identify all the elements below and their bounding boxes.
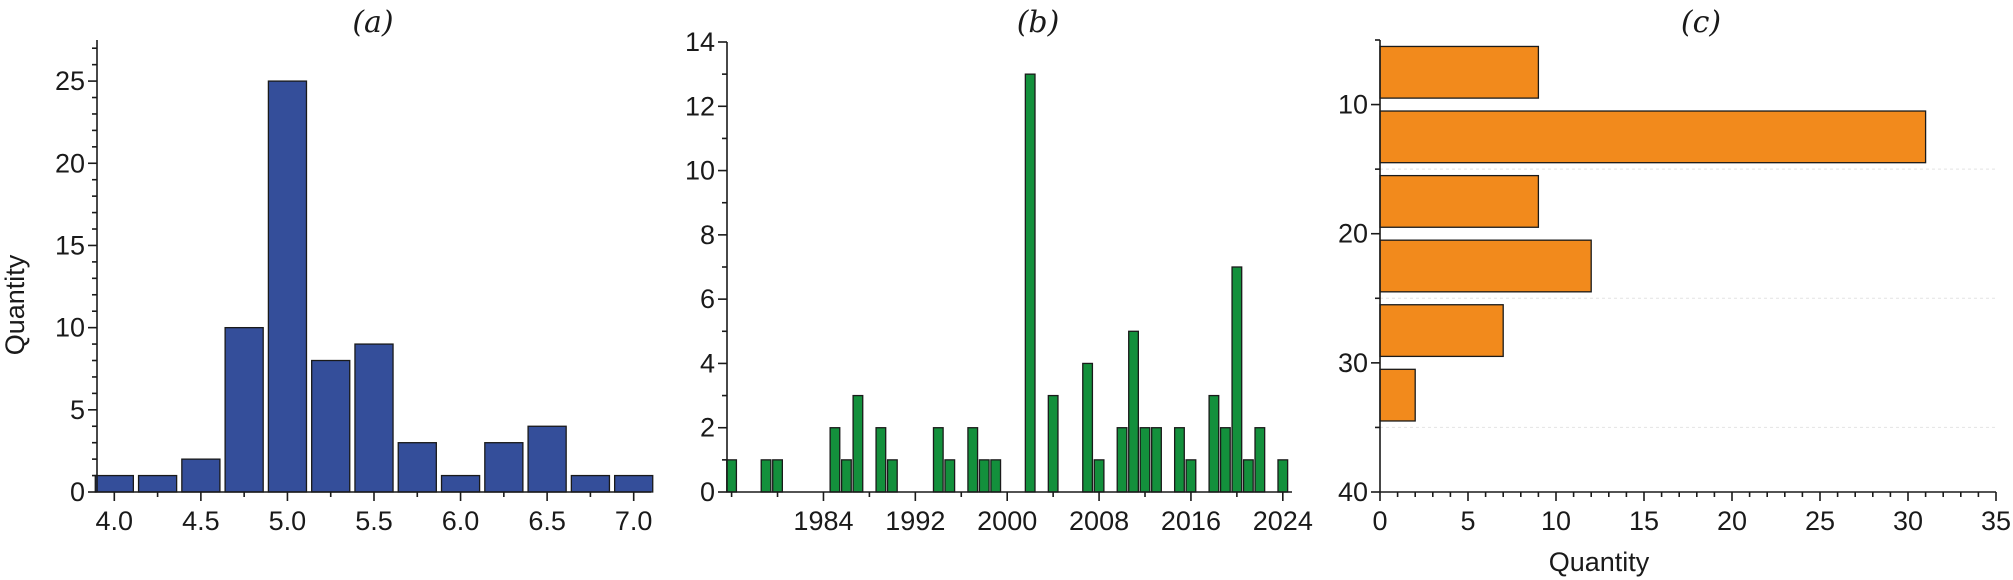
- bar-c-1: [1379, 110, 1927, 164]
- panel-c-x-tick-label: 10: [1541, 506, 1571, 536]
- panel-a-x-tick-label: 4.5: [182, 506, 220, 536]
- panel-b-title: (b): [1017, 5, 1060, 40]
- panel-a-y-tick-label: 25: [55, 66, 85, 96]
- panel-b-x-tick-label: 1992: [885, 506, 945, 536]
- bar-b-19: [1139, 427, 1151, 493]
- bar-a-4: [267, 80, 308, 493]
- panel-c-y-tick-label: 30: [1338, 348, 1368, 378]
- panel-c-x-tick-label: 5: [1460, 506, 1475, 536]
- bar-b-26: [1242, 459, 1254, 493]
- panel-a-x-tick-label: 6.0: [442, 506, 480, 536]
- panel-b-y-tick-label: 6: [700, 284, 715, 314]
- bar-b-1: [760, 459, 772, 493]
- bar-b-3: [829, 427, 841, 493]
- panel-a-x-tick-label: 7.0: [615, 506, 653, 536]
- bar-b-2: [772, 459, 784, 493]
- panel-c-x-tick-label: 15: [1629, 506, 1659, 536]
- panel-c-y-tick-label: 40: [1338, 477, 1368, 507]
- bar-c-4: [1379, 304, 1504, 358]
- panel-c-y-tick-label: 10: [1338, 90, 1368, 120]
- panel-b-histogram: (b) 0 2 4 6 8 10 12 14 1984 1992 2000 2008 2016 2024: [685, 5, 1313, 536]
- panel-b-x-tick-label: 2016: [1161, 506, 1221, 536]
- panel-a-y-tick-label: 5: [70, 395, 85, 425]
- bar-a-11: [570, 474, 611, 493]
- bar-a-6: [354, 343, 394, 493]
- bar-b-21: [1173, 427, 1185, 493]
- panel-c-histogram: (c) Quantity 10 20 30 400 5 10 15 20 25 30 35: [1338, 5, 2011, 577]
- bar-a-12: [613, 474, 654, 493]
- bar-c-0: [1379, 45, 1540, 99]
- bar-b-9: [944, 459, 956, 493]
- panel-a-x-tick-label: 4.0: [96, 506, 134, 536]
- panel-b-y-tick-label: 12: [685, 91, 715, 121]
- bar-b-23: [1208, 394, 1220, 493]
- bar-b-12: [990, 459, 1002, 493]
- bar-b-4: [840, 459, 852, 493]
- panel-b-y-tick-label: 0: [700, 477, 715, 507]
- bar-c-5: [1379, 368, 1416, 422]
- bar-b-10: [967, 427, 979, 493]
- bar-c-3: [1379, 239, 1592, 293]
- bar-b-8: [932, 427, 944, 493]
- bar-b-5: [852, 394, 864, 493]
- panel-a-x-tick-label: 5.0: [269, 506, 307, 536]
- bar-b-14: [1047, 394, 1059, 493]
- panel-c-title: (c): [1681, 5, 1721, 40]
- panel-b-y-tick-label: 10: [685, 156, 715, 186]
- panel-b-x-tick-label: 2008: [1069, 506, 1129, 536]
- bar-a-0: [94, 474, 135, 493]
- panel-b-y-tick-label: 14: [685, 27, 715, 57]
- bar-c-2: [1379, 174, 1540, 228]
- bar-a-3: [224, 326, 264, 493]
- panel-c-x-tick-label: 30: [1893, 506, 1923, 536]
- panel-b-x-tick-label: 2000: [977, 506, 1037, 536]
- bar-a-8: [440, 474, 481, 493]
- panel-c-x-tick-label: 20: [1717, 506, 1747, 536]
- bar-a-1: [137, 474, 178, 493]
- panel-b-x-tick-label: 2024: [1253, 506, 1313, 536]
- bar-b-15: [1082, 362, 1094, 493]
- bar-b-24: [1219, 427, 1231, 493]
- bar-a-9: [484, 442, 524, 493]
- panel-a-y-tick-label: 20: [55, 148, 85, 178]
- panel-b-y-tick-label: 4: [700, 348, 715, 378]
- panel-c-x-tick-label: 25: [1805, 506, 1835, 536]
- panel-c-x-tick-label: 35: [1981, 506, 2011, 536]
- panel-a-y-tick-label: 15: [55, 230, 85, 260]
- panel-a-y-axis-title: Quantity: [0, 254, 30, 355]
- bar-b-28: [1277, 459, 1289, 493]
- panel-b-x-tick-label: 1984: [793, 506, 853, 536]
- bar-b-11: [978, 459, 990, 493]
- bar-a-2: [181, 458, 221, 493]
- panel-b-y-tick-label: 2: [700, 413, 715, 443]
- panel-b-y-tick-label: 8: [700, 220, 715, 250]
- panel-a-x-tick-label: 6.5: [528, 506, 566, 536]
- bar-b-16: [1093, 459, 1105, 493]
- bar-b-17: [1116, 427, 1128, 493]
- bar-b-6: [875, 427, 887, 493]
- bar-b-13: [1024, 73, 1036, 493]
- bar-a-7: [397, 442, 437, 493]
- panel-a-title: (a): [352, 5, 393, 40]
- panel-a-y-tick-label: 0: [70, 477, 85, 507]
- bar-b-0: [726, 459, 738, 493]
- bar-b-27: [1254, 427, 1266, 493]
- bar-b-18: [1128, 330, 1139, 493]
- panel-c-x-axis-title: Quantity: [1549, 547, 1650, 577]
- panel-c-y-tick-label: 20: [1338, 219, 1368, 249]
- bar-a-5: [311, 359, 351, 493]
- bar-b-20: [1151, 427, 1162, 493]
- panel-a-histogram: (a) Quantity 0 5 10 15 20 25 4.0 4.5 5.0 5.5 6.0 6.…: [0, 5, 654, 536]
- panel-a-y-tick-label: 10: [55, 313, 85, 343]
- bar-b-22: [1185, 459, 1197, 493]
- bar-a-10: [527, 425, 567, 493]
- bar-b-25: [1231, 266, 1243, 493]
- panel-c-x-tick-label: 0: [1372, 506, 1387, 536]
- panel-a-x-tick-label: 5.5: [355, 506, 393, 536]
- bar-b-7: [886, 459, 898, 493]
